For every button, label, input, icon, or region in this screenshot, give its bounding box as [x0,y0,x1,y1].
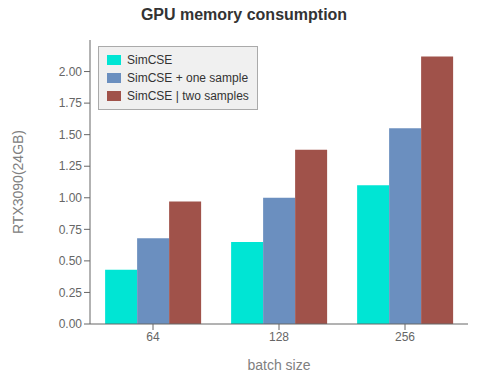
html-text:SimCSE: SimCSE [127,53,173,67]
svg-text:64: 64 [146,330,160,344]
svg-text:1.25: 1.25 [59,159,83,173]
svg-text:1.00: 1.00 [59,191,83,205]
html-text:GPU memory consumption: GPU memory consumption [140,6,348,23]
svg-text:1.75: 1.75 [59,96,83,110]
svg-text:batch size: batch size [247,357,310,373]
svg-text:0.25: 0.25 [59,286,83,300]
svg-text:0.75: 0.75 [59,223,83,237]
html-text:SimCSE | two samples: SimCSE | two samples [127,89,249,103]
html-text:SimCSE + one sample: SimCSE + one sample [127,71,249,85]
svg-text:0.50: 0.50 [59,254,83,268]
svg-text:256: 256 [395,330,415,344]
svg-text:128: 128 [269,330,289,344]
svg-text:2.00: 2.00 [59,65,83,79]
svg-text:1.50: 1.50 [59,128,83,142]
svg-text:0.00: 0.00 [59,317,83,331]
svg-text:RTX3090(24GB): RTX3090(24GB) [10,130,26,234]
